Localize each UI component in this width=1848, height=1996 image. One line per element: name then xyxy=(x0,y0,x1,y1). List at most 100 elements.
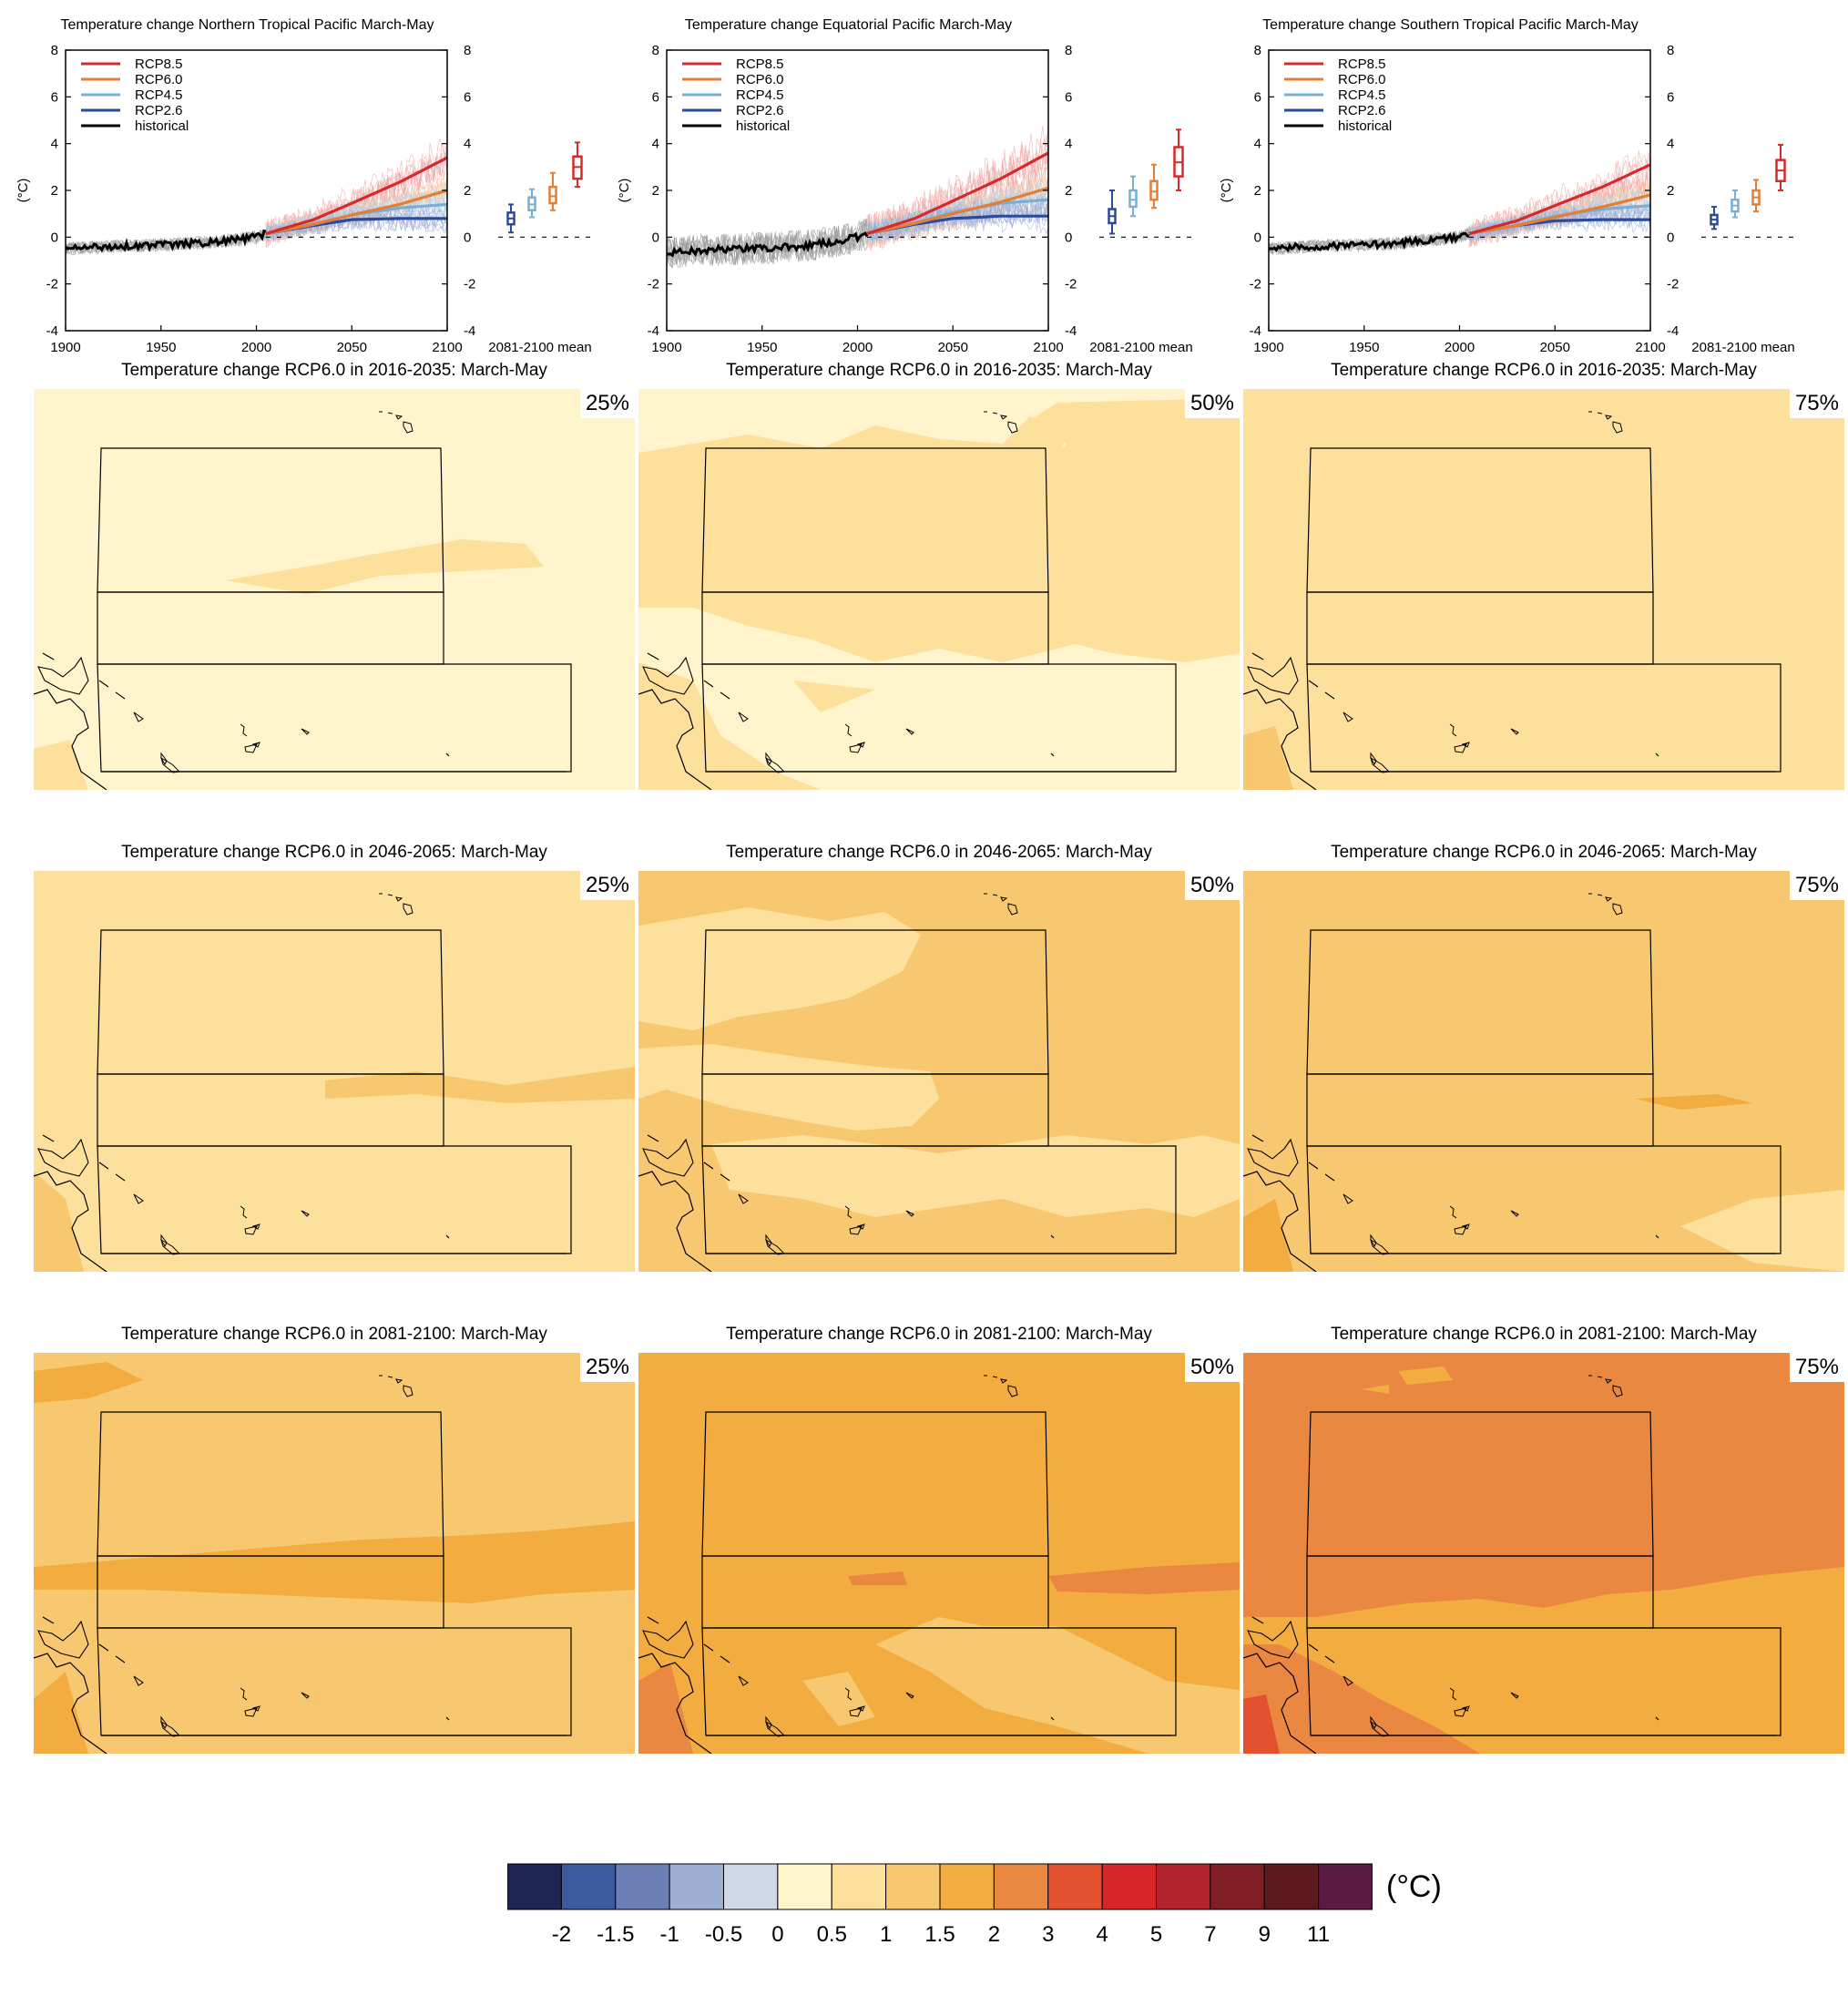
y-tick-label-left: -4 xyxy=(46,323,58,339)
legend-label: RCP6.0 xyxy=(1338,72,1386,87)
y-tick-label-left: -4 xyxy=(1250,323,1261,339)
coastline-new-guinea xyxy=(37,1138,89,1177)
contour-region xyxy=(638,1663,693,1754)
coastline-island xyxy=(1050,1716,1055,1721)
colorbar-swatch xyxy=(1101,1863,1157,1910)
contour-region xyxy=(848,1571,907,1585)
colorbar-tick-label: 11 xyxy=(1307,1922,1331,1947)
y-tick-label-right: 8 xyxy=(464,43,471,58)
series-line-rcp85 xyxy=(866,151,1049,236)
contour-region xyxy=(638,907,921,1030)
map-title: Temperature change RCP6.0 in 2081-2100: … xyxy=(1331,1325,1757,1344)
y-tick-label-right: 0 xyxy=(464,230,471,245)
coastline xyxy=(42,652,55,660)
map-bottom xyxy=(1243,1736,1844,1754)
map-plot: 50% xyxy=(638,1353,1240,1754)
y-tick-label-left: 2 xyxy=(1254,183,1261,199)
x-tick-label: 1900 xyxy=(1253,340,1283,355)
map-plot: 50% xyxy=(638,389,1240,790)
map-bottom xyxy=(34,1736,635,1754)
legend-label: RCP4.5 xyxy=(135,87,183,103)
coastline-island xyxy=(1370,1715,1377,1730)
coastline-new-guinea xyxy=(642,1138,694,1177)
colorbar xyxy=(507,1863,1373,1910)
coastline-australia xyxy=(1243,689,1317,790)
colorbar-tick-label: 1 xyxy=(879,1922,893,1947)
map-title: Temperature change RCP6.0 in 2081-2100: … xyxy=(726,1325,1152,1344)
map-canvas xyxy=(34,1353,635,1754)
map-bottom xyxy=(34,773,635,790)
colorbar-swatch xyxy=(1263,1863,1320,1910)
colorbar-swatch xyxy=(885,1863,941,1910)
coastline-island xyxy=(160,752,168,766)
legend-label: RCP8.5 xyxy=(736,56,784,72)
coastline-solomon-islands xyxy=(1308,1162,1335,1182)
coastline xyxy=(42,1134,55,1142)
coastline-island xyxy=(1449,1205,1457,1219)
colorbar-swatch xyxy=(939,1863,995,1910)
x-tick-label: 1900 xyxy=(50,340,80,355)
coastline-island xyxy=(765,1233,772,1248)
y-tick-label-right: 0 xyxy=(1667,230,1674,245)
map-canvas xyxy=(638,871,1240,1272)
legend-label: RCP2.6 xyxy=(1338,103,1386,118)
coastline-hawaii xyxy=(984,1375,1018,1397)
coastline-new-guinea xyxy=(37,656,89,695)
colorbar-tick-label: -0.5 xyxy=(704,1922,743,1947)
y-axis-label: (°C) xyxy=(617,179,632,203)
y-tick-label-right: 2 xyxy=(1065,183,1072,199)
contour-region xyxy=(638,1044,939,1131)
coastline-samoa xyxy=(301,1692,310,1699)
x-tick-label: 2050 xyxy=(1540,340,1570,355)
model-spread-line xyxy=(866,203,1049,241)
percentile-label: 25% xyxy=(579,1353,635,1382)
colorbar-tick-label: 0.5 xyxy=(816,1922,847,1947)
y-tick-label-left: 2 xyxy=(51,183,58,199)
coastline-new-guinea xyxy=(642,656,694,695)
x-tick-label: 2100 xyxy=(1635,340,1665,355)
box-rcp60 xyxy=(548,185,557,205)
coastline-island xyxy=(1449,1687,1457,1701)
y-tick-label-right: 6 xyxy=(1065,89,1072,105)
coastline xyxy=(647,652,659,660)
coastline-samoa xyxy=(301,1210,310,1217)
contour-region xyxy=(1362,1385,1389,1394)
legend-label: RCP2.6 xyxy=(736,103,784,118)
coastline-island xyxy=(445,752,450,757)
contour-region xyxy=(34,1672,88,1754)
coastline xyxy=(1251,1616,1264,1624)
coastline xyxy=(1251,1134,1264,1142)
coastline-fiji xyxy=(1454,742,1470,753)
colorbar-ticks: -2 -1.5 -1 -0.5 0 0.5 1 1.5 2 3 4 5 7 9 11 xyxy=(507,1922,1373,1950)
timeseries-charts: Temperature change Northern Tropical Pac… xyxy=(15,17,1796,355)
region-box-southern xyxy=(1306,663,1782,773)
chart-title: Temperature change Equatorial Pacific Ma… xyxy=(685,17,1012,33)
y-tick-label-left: 0 xyxy=(1254,230,1261,245)
x-tick-label: 1950 xyxy=(146,340,176,355)
coastline-hawaii xyxy=(1588,411,1623,434)
coastline-samoa xyxy=(1510,1692,1519,1699)
coastline-solomon-islands xyxy=(703,1643,730,1663)
y-tick-label-right: 6 xyxy=(464,89,471,105)
coastline-australia xyxy=(34,1171,107,1272)
coastline-hawaii xyxy=(379,893,414,916)
region-box-southern xyxy=(701,1627,1177,1736)
map-canvas xyxy=(1243,389,1844,790)
timeseries-panel: Temperature change Southern Tropical Pac… xyxy=(1219,17,1796,355)
x-tick-label: 2050 xyxy=(938,340,968,355)
contour-region xyxy=(711,1135,1240,1217)
map-plot: 75% xyxy=(1243,871,1844,1272)
y-tick-label-right: -2 xyxy=(1065,277,1077,292)
coastline-hawaii xyxy=(379,1375,414,1397)
colorbar-tick-label: 4 xyxy=(1096,1922,1108,1947)
y-tick-label-right: 6 xyxy=(1667,89,1674,105)
y-tick-label-right: -4 xyxy=(1065,323,1077,339)
legend-label: RCP4.5 xyxy=(736,87,784,103)
y-tick-label-left: -4 xyxy=(648,323,659,339)
coastline-fiji xyxy=(244,1223,260,1235)
map-bottom xyxy=(34,1254,635,1272)
legend-label: historical xyxy=(736,118,790,134)
coastline-island xyxy=(445,1234,450,1239)
series-line-historical xyxy=(666,231,869,258)
contour-region xyxy=(1243,1199,1293,1272)
